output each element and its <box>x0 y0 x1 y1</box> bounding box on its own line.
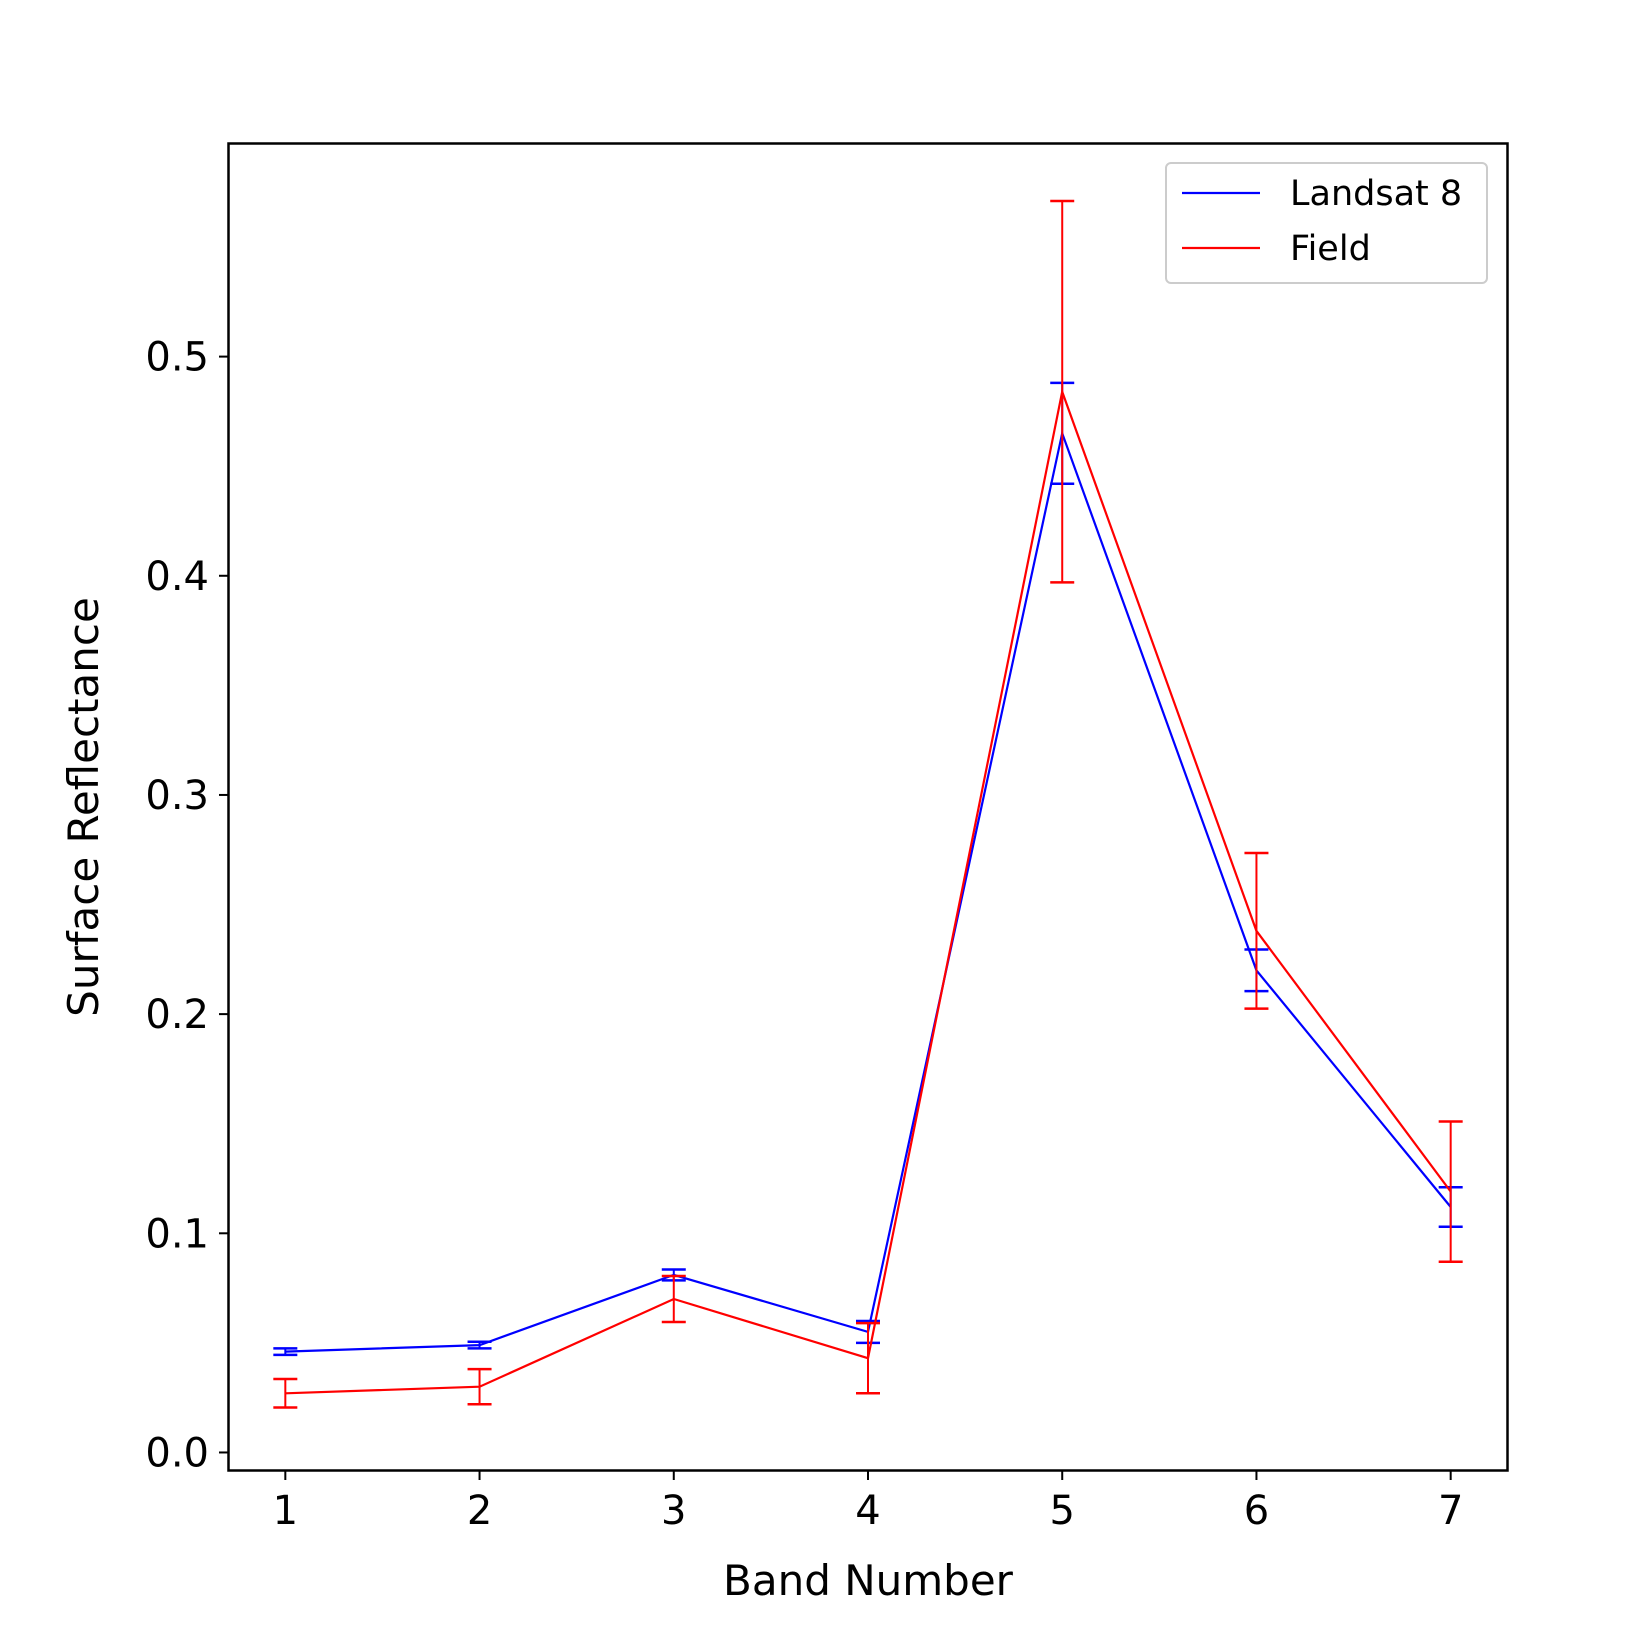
x-tick-label: 1 <box>273 1488 298 1534</box>
x-tick-label: 6 <box>1244 1488 1269 1534</box>
x-axis-label: Band Number <box>723 1556 1014 1605</box>
x-tick-label: 7 <box>1438 1488 1463 1534</box>
x-tick-label: 2 <box>467 1488 492 1534</box>
y-tick-label: 0.0 <box>145 1430 209 1476</box>
y-tick-label: 0.1 <box>145 1211 209 1257</box>
legend-label-field: Field <box>1290 229 1371 269</box>
y-axis-label: Surface Reflectance <box>59 597 108 1017</box>
y-tick-label: 0.3 <box>145 773 209 819</box>
y-tick-label: 0.2 <box>145 992 209 1038</box>
legend-label-landsat-8: Landsat 8 <box>1290 174 1462 214</box>
x-tick-label: 3 <box>661 1488 686 1534</box>
y-tick-label: 0.4 <box>145 554 209 600</box>
x-tick-label: 5 <box>1049 1488 1074 1534</box>
y-tick-label: 0.5 <box>145 335 209 381</box>
x-axis: 1 2 3 4 5 6 7 <box>273 1470 1463 1534</box>
plot-marks <box>273 199 1463 1409</box>
legend: Landsat 8 Field <box>1165 162 1488 284</box>
y-axis: 0.0 0.1 0.2 0.3 0.4 0.5 <box>145 335 229 1476</box>
x-tick-label: 4 <box>855 1488 880 1534</box>
